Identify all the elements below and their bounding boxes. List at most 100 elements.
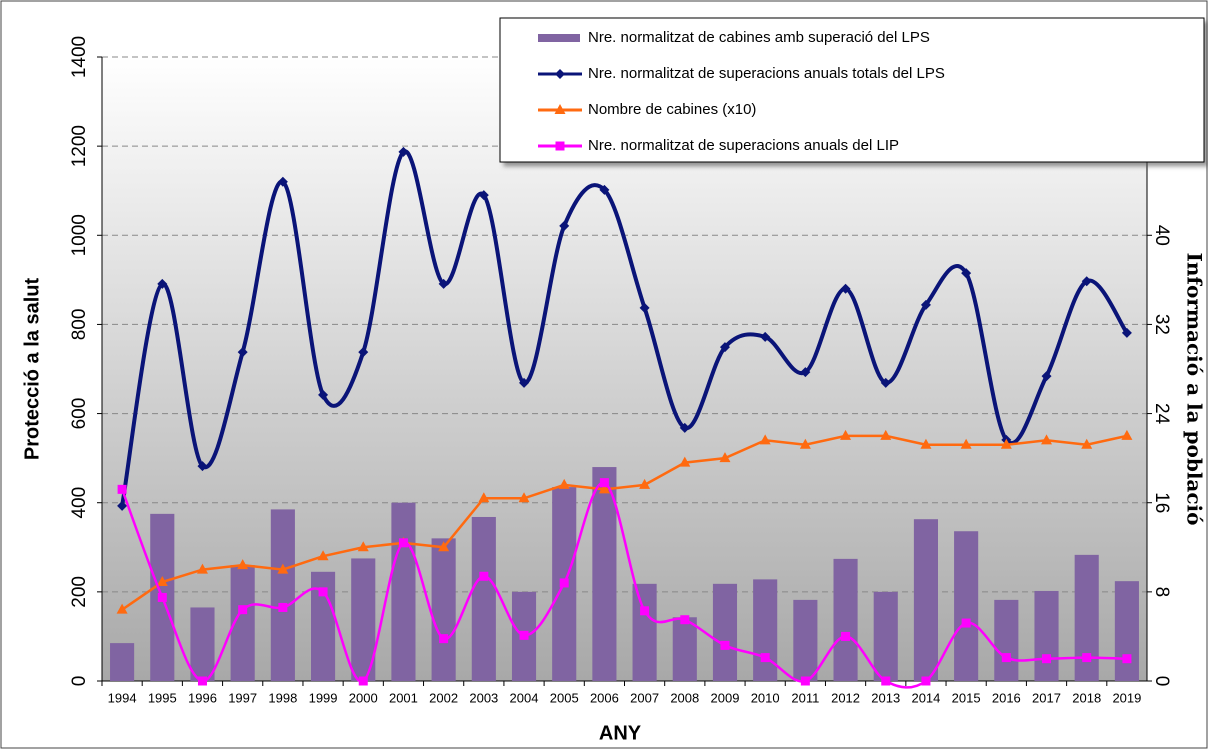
point — [237, 559, 249, 570]
legend-label: Nre. normalitzat de superacions anuals t… — [588, 65, 945, 82]
point — [117, 500, 128, 511]
point — [599, 184, 610, 195]
series-line — [121, 434, 1128, 611]
x-tick-label: 1999 — [309, 690, 338, 705]
y2-tick-label: 24 — [1151, 403, 1172, 425]
point — [318, 587, 328, 597]
point — [237, 347, 248, 358]
point — [238, 605, 248, 615]
x-tick-label: 2000 — [349, 690, 378, 705]
bar — [793, 599, 818, 681]
point — [197, 461, 208, 472]
x-tick-label: 2009 — [711, 690, 740, 705]
x-tick-label: 2017 — [1032, 690, 1061, 705]
bar — [753, 579, 778, 681]
point — [438, 541, 450, 552]
point — [1000, 438, 1012, 449]
y-tick-label: 1000 — [69, 214, 90, 256]
x-tick-label: 2015 — [952, 690, 981, 705]
bar — [632, 583, 657, 681]
point — [679, 456, 691, 467]
point — [317, 550, 329, 561]
bar — [873, 591, 898, 681]
point — [841, 631, 851, 641]
point — [760, 331, 771, 342]
y-tick-label: 400 — [69, 487, 90, 519]
point — [1081, 276, 1092, 287]
point — [720, 640, 730, 650]
point — [880, 377, 891, 388]
point — [439, 634, 449, 644]
y2-tick-label: 32 — [1151, 314, 1172, 335]
point — [760, 653, 770, 663]
y-tick-label: 1400 — [69, 36, 90, 78]
point — [880, 429, 892, 440]
point — [881, 676, 891, 686]
point — [1121, 429, 1133, 440]
point — [1042, 654, 1052, 664]
point — [398, 538, 408, 548]
point — [156, 576, 168, 587]
x-tick-label: 2011 — [791, 690, 819, 705]
bar — [913, 519, 938, 681]
legend-swatch — [538, 34, 580, 42]
point — [1041, 371, 1052, 382]
y-tick-label: 200 — [69, 576, 90, 608]
legend-marker — [554, 104, 566, 114]
bar — [712, 583, 738, 681]
legend-marker — [555, 69, 565, 79]
point — [1082, 653, 1092, 663]
bar — [592, 467, 617, 681]
point — [840, 429, 852, 440]
point — [519, 630, 529, 640]
point — [679, 422, 690, 433]
point — [278, 602, 288, 612]
x-tick-label: 2019 — [1112, 690, 1141, 705]
bar — [1034, 590, 1059, 681]
x-tick-label: 1996 — [188, 690, 217, 705]
point — [519, 377, 530, 388]
point — [800, 367, 811, 378]
y-tick-label: 800 — [69, 309, 90, 341]
x-tick-label: 2003 — [469, 690, 498, 705]
point — [277, 176, 288, 187]
point — [639, 302, 650, 313]
bar — [190, 607, 215, 681]
point — [920, 438, 932, 449]
point — [1121, 327, 1132, 338]
bar — [471, 516, 496, 681]
point — [920, 299, 931, 310]
point — [559, 578, 569, 588]
point — [599, 478, 609, 488]
x-tick-label: 2004 — [510, 690, 539, 705]
legend-label: Nombre de cabines (x10) — [588, 101, 756, 118]
point — [840, 283, 851, 294]
bar — [994, 599, 1019, 681]
bar — [954, 531, 979, 681]
x-axis-title: ANY — [599, 722, 642, 744]
point — [1041, 434, 1053, 445]
bar — [270, 509, 295, 681]
point — [719, 342, 730, 353]
point — [960, 438, 972, 449]
y2-tick-label: 16 — [1151, 492, 1172, 513]
x-tick-label: 2010 — [751, 690, 780, 705]
y-tick-label: 600 — [69, 398, 90, 430]
x-tick-label: 2018 — [1072, 690, 1101, 705]
point — [558, 478, 570, 489]
x-tick-label: 1997 — [228, 690, 257, 705]
x-tick-label: 2012 — [831, 690, 860, 705]
legend-label: Nre. normalitzat de superacions anuals d… — [588, 137, 899, 154]
point — [640, 606, 650, 616]
bar — [391, 502, 416, 681]
point — [680, 615, 690, 625]
point — [961, 268, 972, 279]
point — [116, 603, 128, 614]
point — [157, 278, 168, 289]
legend: Nre. normalitzat de cabines amb superaci… — [499, 17, 1205, 163]
x-tick-label: 2006 — [590, 690, 619, 705]
point — [518, 492, 530, 503]
bar — [1114, 581, 1139, 681]
y2-tick-label: 0 — [1151, 676, 1172, 687]
